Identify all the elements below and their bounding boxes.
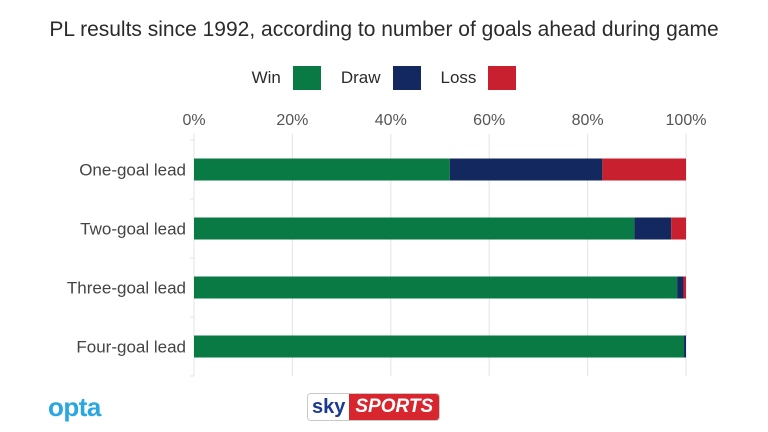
bar-loss-1 <box>671 217 686 240</box>
x-tick-label-0: 0% <box>182 112 205 129</box>
bar-draw-0 <box>449 158 603 181</box>
legend-swatch-loss <box>488 66 517 90</box>
bar-win-0 <box>194 158 450 181</box>
legend-label-win: Win <box>251 68 281 87</box>
bar-draw-3 <box>684 335 686 358</box>
x-tick-label-1: 20% <box>276 112 308 129</box>
legend-label-loss: Loss <box>440 68 477 87</box>
legend: Win Draw Loss <box>0 66 768 90</box>
x-tick-label-5: 100% <box>666 112 707 129</box>
x-tick-label-4: 80% <box>572 112 604 129</box>
bar-draw-1 <box>634 217 672 240</box>
legend-item-draw: Draw <box>341 66 421 90</box>
category-label-3: Four-goal lead <box>76 338 186 357</box>
bar-win-3 <box>194 335 685 358</box>
bar-loss-0 <box>602 158 686 181</box>
sports-logo-text: SPORTS <box>349 394 440 420</box>
category-label-0: One-goal lead <box>79 161 186 180</box>
chart-title: PL results since 1992, according to numb… <box>49 18 719 41</box>
bar-draw-2 <box>677 276 684 299</box>
category-label-1: Two-goal lead <box>80 220 186 239</box>
legend-label-draw: Draw <box>340 68 381 87</box>
sky-logo-text: sky <box>308 394 350 420</box>
legend-swatch-win <box>292 66 321 90</box>
sky-sports-logo: sky SPORTS <box>308 394 440 420</box>
category-label-2: Three-goal lead <box>67 279 186 298</box>
bar-win-1 <box>194 217 635 240</box>
opta-logo: opta <box>48 392 101 422</box>
legend-item-win: Win <box>252 66 321 90</box>
legend-item-loss: Loss <box>441 66 517 90</box>
x-tick-label-3: 60% <box>473 112 505 129</box>
x-tick-label-2: 40% <box>375 112 407 129</box>
bar-loss-2 <box>683 276 686 299</box>
legend-swatch-draw <box>392 66 421 90</box>
bar-win-2 <box>194 276 678 299</box>
